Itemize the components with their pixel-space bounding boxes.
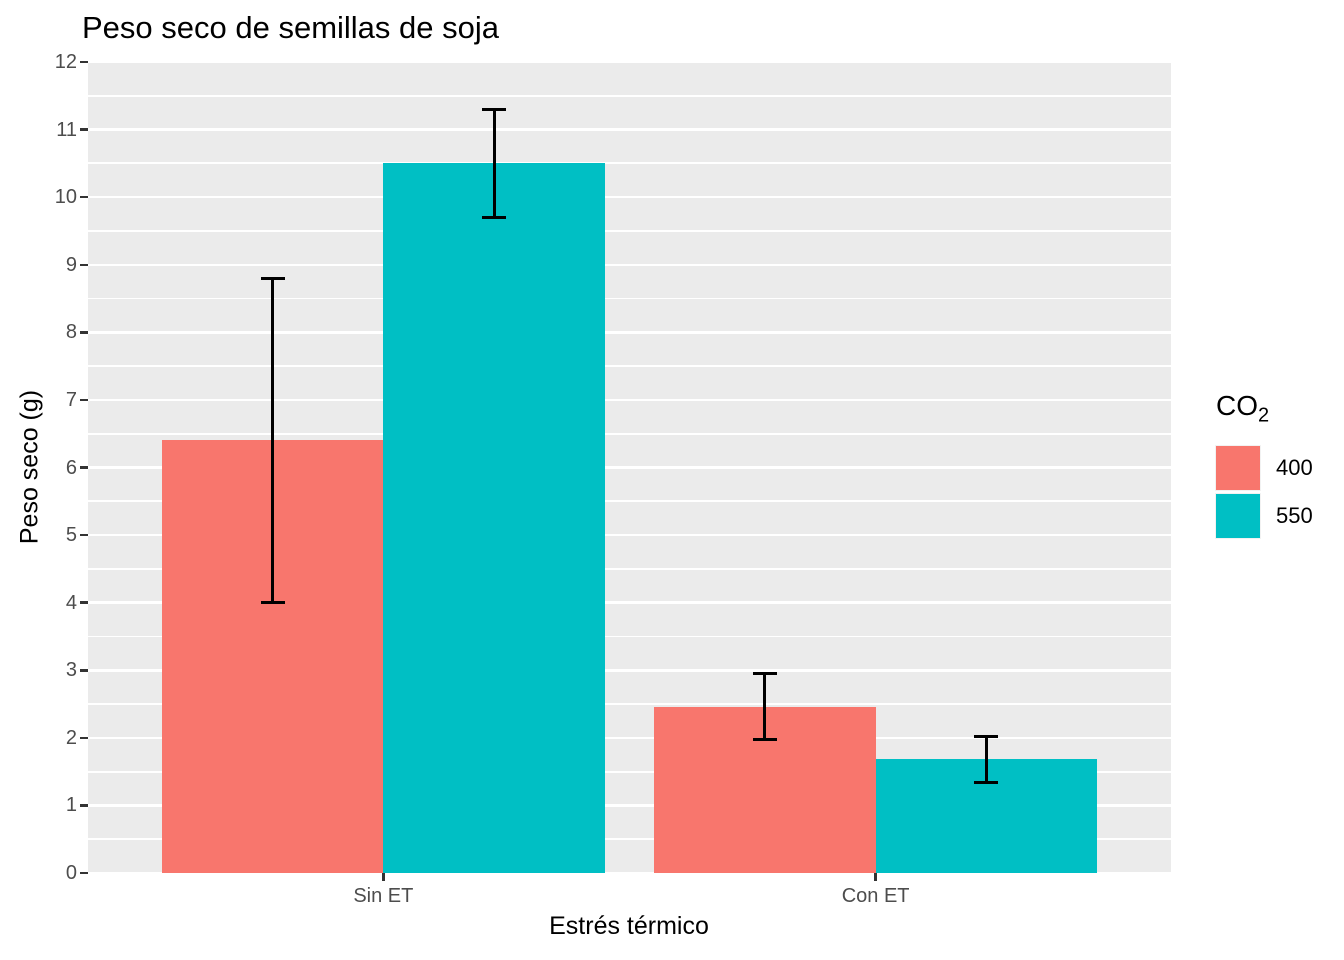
y-tick-label: 8 bbox=[65, 321, 77, 344]
gridline-major bbox=[88, 669, 1171, 672]
y-tick-label: 2 bbox=[65, 726, 77, 749]
error-bar-cap-bottom bbox=[974, 780, 999, 784]
legend-title: CO2 bbox=[1216, 390, 1269, 426]
y-tick-mark bbox=[80, 331, 88, 334]
gridline-minor bbox=[88, 838, 1171, 841]
error-bar-cap-bottom bbox=[752, 737, 777, 741]
x-tick-label: Sin ET bbox=[353, 885, 414, 907]
x-tick-mark bbox=[874, 873, 877, 881]
y-tick-mark bbox=[80, 398, 88, 402]
error-bar-cap-top bbox=[752, 672, 777, 676]
gridline-major bbox=[88, 331, 1171, 334]
plot-panel bbox=[88, 62, 1171, 873]
legend-title-main: CO bbox=[1216, 390, 1258, 421]
gridline-minor bbox=[88, 770, 1171, 773]
y-tick-label: 12 bbox=[54, 51, 77, 73]
x-tick-mark bbox=[382, 873, 385, 881]
y-tick-mark bbox=[80, 669, 88, 672]
legend-swatch-400 bbox=[1216, 446, 1260, 490]
legend-key-400 bbox=[1215, 445, 1261, 491]
y-tick-label: 10 bbox=[54, 186, 77, 209]
gridline-major bbox=[88, 263, 1171, 266]
error-bar-line bbox=[492, 109, 496, 218]
gridline-major bbox=[88, 398, 1171, 402]
error-bar-cap-top bbox=[974, 734, 999, 738]
gridline-minor bbox=[88, 365, 1171, 368]
y-tick-mark bbox=[80, 871, 88, 875]
y-tick-mark bbox=[80, 60, 88, 64]
plot-title: Peso seco de semillas de soja bbox=[82, 10, 500, 45]
gridline-minor bbox=[88, 635, 1171, 638]
y-tick-mark bbox=[80, 736, 88, 740]
x-axis-title: Estrés térmico bbox=[549, 912, 709, 940]
error-bar-cap-bottom bbox=[482, 215, 507, 219]
legend-title-subscript: 2 bbox=[1258, 404, 1270, 427]
y-tick-mark bbox=[80, 195, 88, 199]
y-tick-label: 11 bbox=[56, 118, 77, 141]
gridline-minor bbox=[88, 703, 1171, 705]
legend-key-550 bbox=[1215, 493, 1261, 539]
gridline-major bbox=[88, 128, 1171, 131]
gridline-minor bbox=[88, 567, 1171, 570]
y-tick-label: 3 bbox=[65, 659, 77, 682]
y-tick-mark bbox=[80, 533, 88, 537]
y-tick-mark bbox=[80, 128, 88, 131]
gridline-major bbox=[88, 601, 1171, 604]
gridline-major bbox=[88, 533, 1171, 537]
bar-sin-et-550 bbox=[383, 163, 605, 873]
y-tick-mark bbox=[80, 601, 88, 604]
y-axis-title: Peso seco (g) bbox=[15, 389, 44, 545]
gridline-minor bbox=[88, 500, 1171, 503]
y-tick-label: 0 bbox=[65, 862, 77, 884]
y-tick-label: 1 bbox=[65, 794, 77, 817]
legend-swatch-550 bbox=[1216, 494, 1260, 538]
x-tick-label: Con ET bbox=[841, 885, 910, 907]
y-tick-mark bbox=[80, 804, 88, 807]
y-tick-label: 9 bbox=[65, 253, 77, 276]
gridline-major bbox=[88, 871, 1171, 873]
y-tick-mark bbox=[80, 466, 88, 469]
error-bar-line bbox=[984, 736, 988, 783]
error-bar-cap-bottom bbox=[260, 601, 285, 605]
y-tick-label: 7 bbox=[65, 388, 77, 411]
gridline-major bbox=[88, 195, 1171, 199]
gridline-minor bbox=[88, 230, 1171, 232]
error-bar-line bbox=[271, 278, 275, 603]
gridline-minor bbox=[88, 297, 1171, 300]
gridline-minor bbox=[88, 94, 1171, 97]
gridline-major bbox=[88, 62, 1171, 64]
gridline-major bbox=[88, 736, 1171, 740]
y-tick-label: 6 bbox=[65, 456, 77, 479]
y-tick-mark bbox=[80, 263, 88, 266]
y-tick-label: 5 bbox=[65, 524, 77, 547]
gridline-minor bbox=[88, 432, 1171, 435]
legend-label-400: 400 bbox=[1276, 455, 1313, 480]
gridline-major bbox=[88, 466, 1171, 469]
gridline-minor bbox=[88, 162, 1171, 165]
error-bar-cap-top bbox=[260, 276, 285, 280]
error-bar-line bbox=[763, 673, 767, 740]
gridline-major bbox=[88, 804, 1171, 807]
error-bar-cap-top bbox=[482, 107, 507, 111]
legend-label-550: 550 bbox=[1276, 503, 1313, 528]
y-tick-label: 4 bbox=[65, 591, 77, 614]
